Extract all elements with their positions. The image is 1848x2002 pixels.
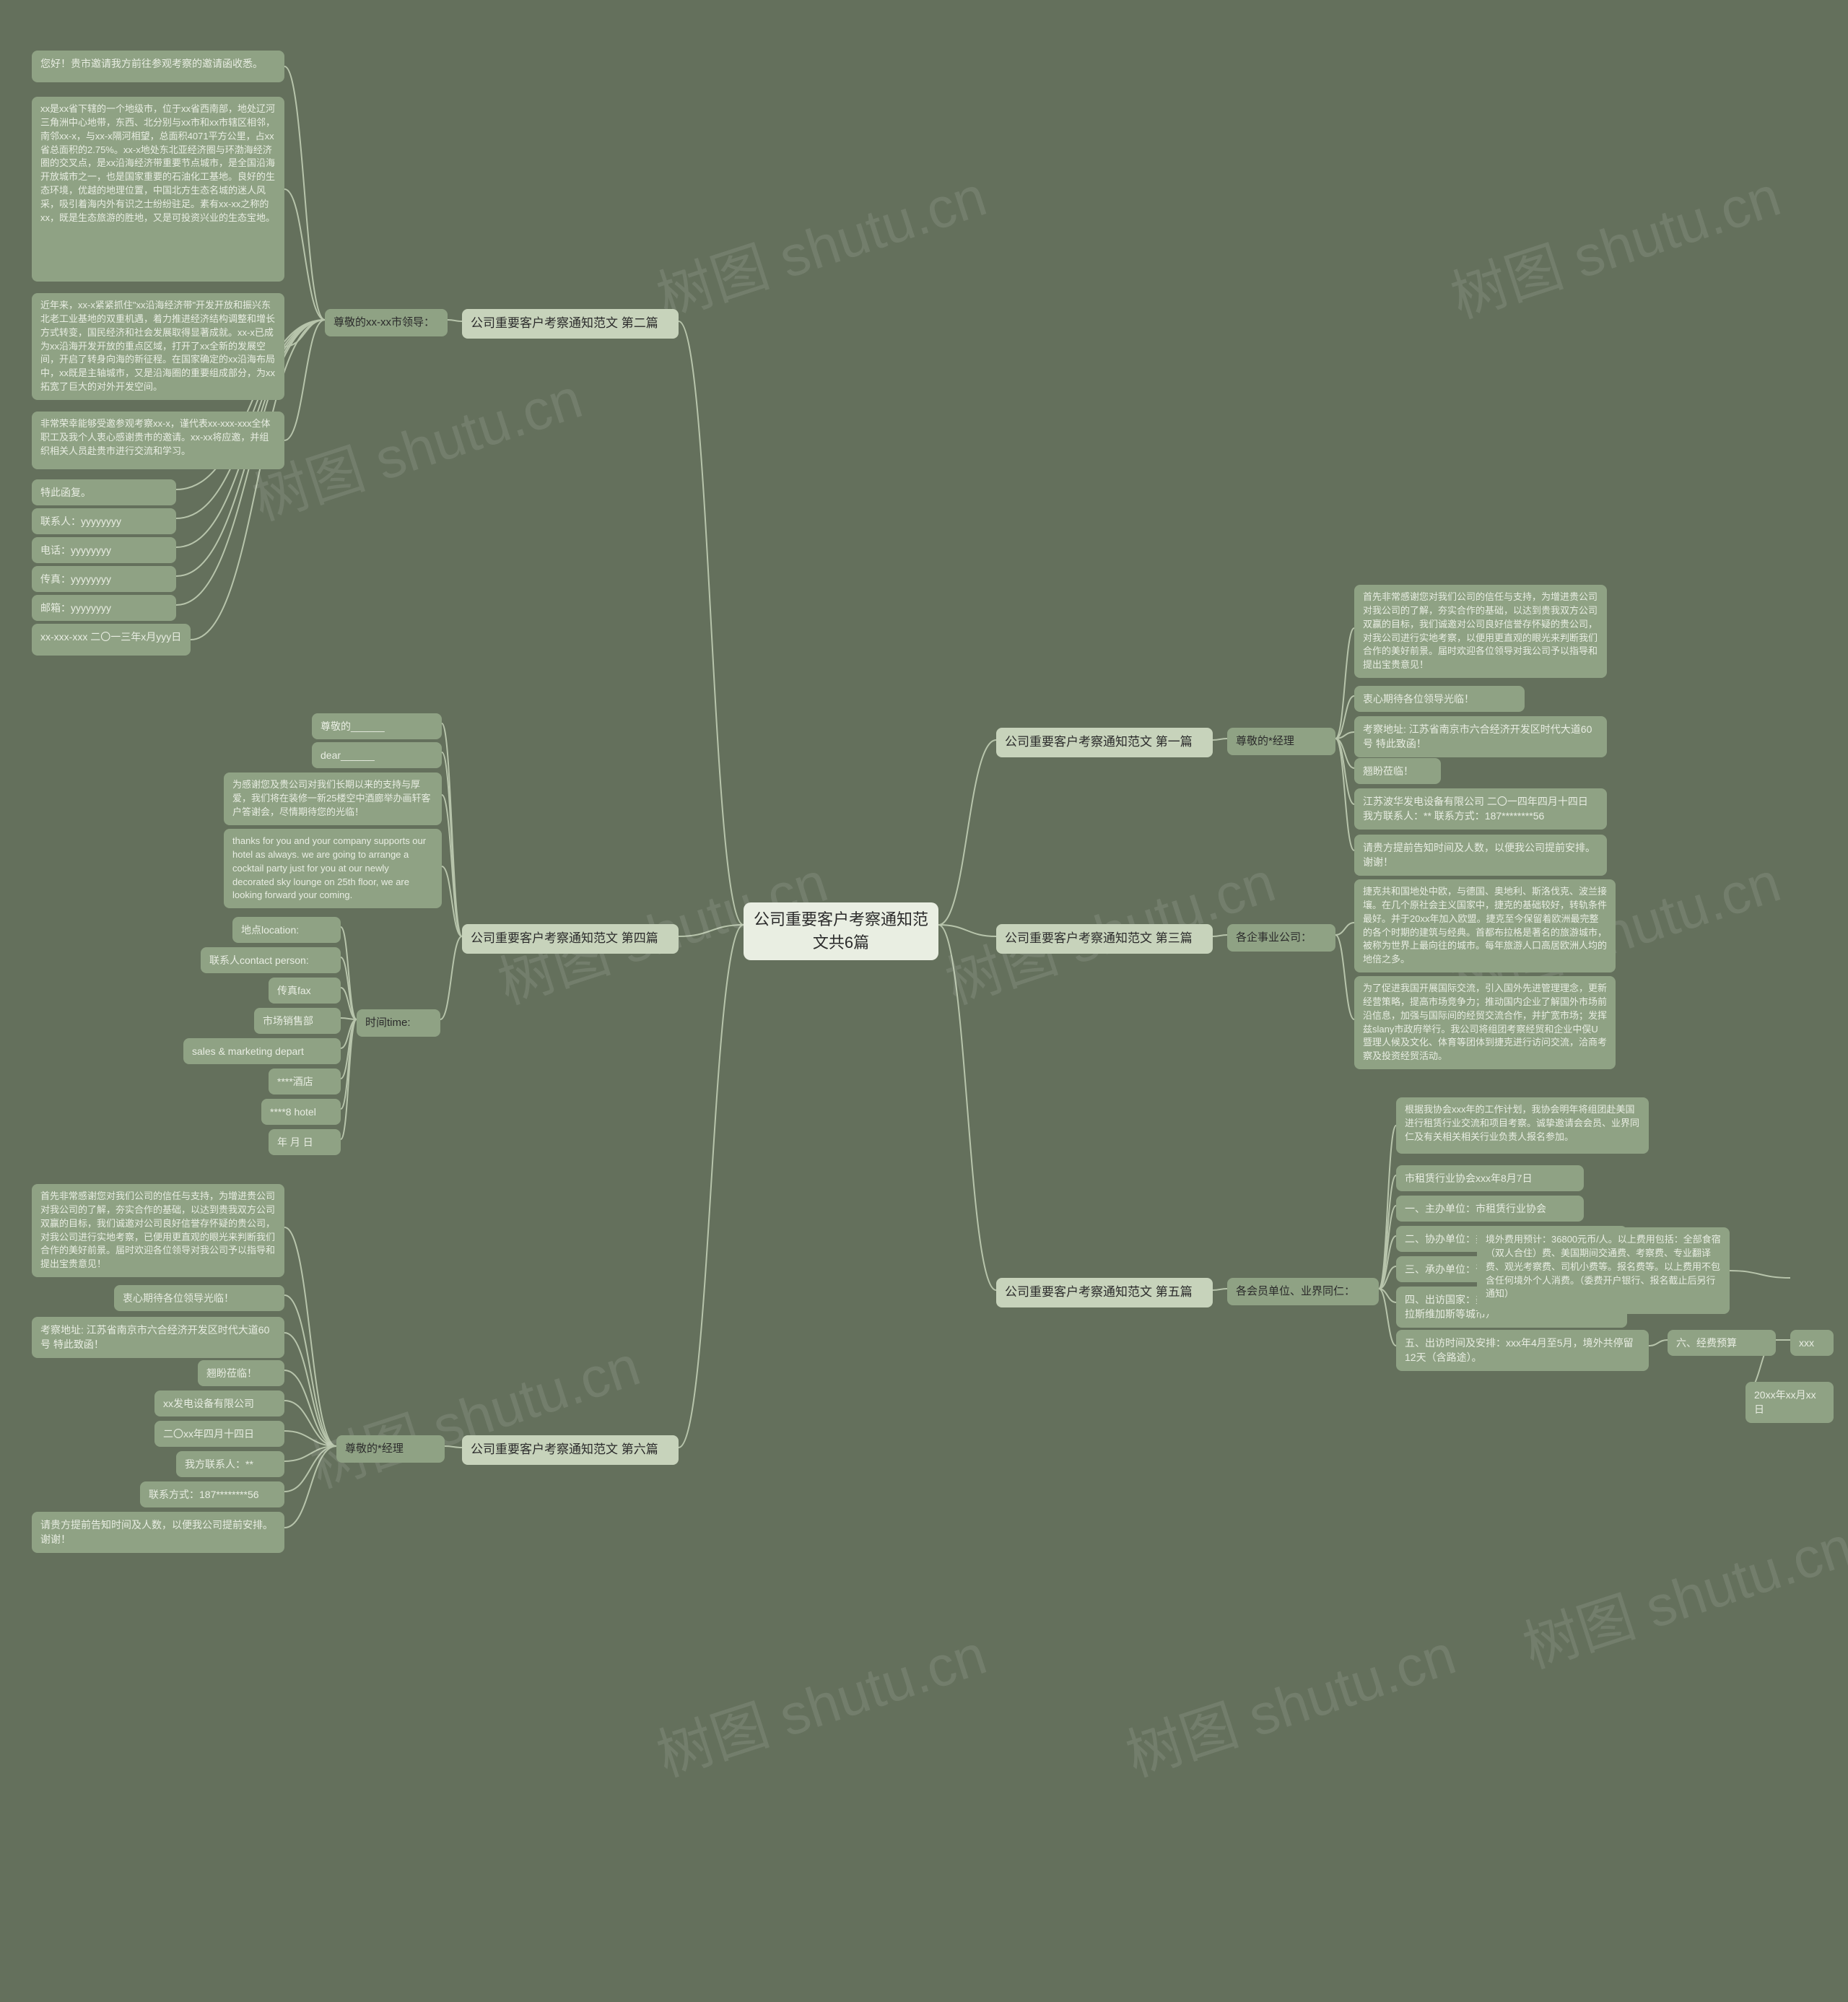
b2l7: 电话：yyyyyyyy <box>32 537 176 563</box>
b6l4: 翘盼莅临！ <box>198 1360 284 1386</box>
root-node: 公司重要客户考察通知范文共6篇 <box>744 902 938 960</box>
b4l2: dear______ <box>312 742 442 768</box>
b2l4: 非常荣幸能够受邀参观考察xx-x，谨代表xx-xxx-xxx全体职工及我个人衷心… <box>32 412 284 469</box>
b4l5h: 年 月 日 <box>269 1129 341 1155</box>
watermark: 树图 shutu.cn <box>241 354 590 536</box>
watermark: 树图 shutu.cn <box>645 152 995 334</box>
watermark: 树图 shutu.cn <box>299 1321 648 1504</box>
b1l4: 翘盼莅临！ <box>1354 758 1441 784</box>
b5: 公司重要客户考察通知范文 第五篇 <box>996 1278 1213 1307</box>
b3s1: 各企事业公司： <box>1227 924 1335 952</box>
b3l1: 捷克共和国地处中欧，与德国、奥地利、斯洛伐克、波兰接壤。在几个原社会主义国家中，… <box>1354 879 1616 972</box>
b2l9: 邮箱：yyyyyyyy <box>32 595 176 621</box>
b5l3: 一、主办单位：市租赁行业协会 <box>1396 1196 1584 1222</box>
watermark: 树图 shutu.cn <box>645 1610 995 1793</box>
b1l2: 衷心期待各位领导光临！ <box>1354 686 1525 712</box>
b4l4: thanks for you and your company supports… <box>224 829 442 908</box>
b4l5f: ****酒店 <box>269 1069 341 1094</box>
b4l5e: sales & marketing depart <box>183 1038 341 1064</box>
b2l3: 近年来，xx-x紧紧抓住"xx沿海经济带"开发开放和振兴东北老工业基地的双重机遇… <box>32 293 284 400</box>
b5l7: 五、出访时间及安排：xxx年4月至5月，境外共停留12天（含路途）。 <box>1396 1330 1649 1371</box>
b6s1: 尊敬的*经理 <box>336 1435 445 1463</box>
b4: 公司重要客户考察通知范文 第四篇 <box>462 924 679 954</box>
b6l5: xx发电设备有限公司 <box>154 1390 284 1416</box>
b4l5b: 联系人contact person: <box>201 947 341 973</box>
b4l3: 为感谢您及贵公司对我们长期以来的支持与厚爱，我们将在装修一新25楼空中酒廊举办画… <box>224 772 442 825</box>
b6: 公司重要客户考察通知范文 第六篇 <box>462 1435 679 1465</box>
b2l10: xx-xxx-xxx 二〇一三年x月yyy日 <box>32 624 191 656</box>
watermark: 树图 shutu.cn <box>1439 152 1789 334</box>
b1s1: 尊敬的*经理 <box>1227 728 1335 755</box>
b5l7a3: 20xx年xx月xx日 <box>1745 1382 1834 1423</box>
b2s1: 尊敬的xx-xx市领导： <box>325 309 448 336</box>
b5l1: 根据我协会xxx年的工作计划，我协会明年将组团赴美国进行租赁行业交流和项目考察。… <box>1396 1097 1649 1154</box>
b4l1: 尊敬的______ <box>312 713 442 739</box>
b6l9: 请贵方提前告知时间及人数，以便我公司提前安排。谢谢！ <box>32 1512 284 1553</box>
b5l7a1: 境外费用预计：36800元币/人。以上费用包括：全部食宿（双人合住）费、美国期间… <box>1477 1227 1730 1314</box>
watermark: 树图 shutu.cn <box>1115 1610 1464 1793</box>
b5s1: 各会员单位、业界同仁： <box>1227 1278 1379 1305</box>
b5l2: 市租赁行业协会xxx年8月7日 <box>1396 1165 1584 1191</box>
b5l7a2: xxx <box>1790 1330 1834 1356</box>
b4l5a: 地点location: <box>232 917 341 943</box>
b1l1: 首先非常感谢您对我们公司的信任与支持，为增进贵公司对我公司的了解，夯实合作的基础… <box>1354 585 1607 678</box>
watermark: 树图 shutu.cn <box>1512 1502 1848 1684</box>
b6l3: 考察地址: 江苏省南京市六合经济开发区时代大道60号 特此致函！ <box>32 1317 284 1358</box>
b3l2: 为了促进我国开展国际交流，引入国外先进管理理念，更新经营策略，提高市场竞争力；推… <box>1354 976 1616 1069</box>
b1: 公司重要客户考察通知范文 第一篇 <box>996 728 1213 757</box>
b2l6: 联系人：yyyyyyyy <box>32 508 176 534</box>
b2l5: 特此函复。 <box>32 479 176 505</box>
b1l6: 请贵方提前告知时间及人数，以便我公司提前安排。谢谢！ <box>1354 835 1607 876</box>
b4s5: 时间time: <box>357 1009 440 1037</box>
b4l5c: 传真fax <box>269 978 341 1004</box>
b2l8: 传真：yyyyyyyy <box>32 566 176 592</box>
b6l2: 衷心期待各位领导光临！ <box>114 1285 284 1311</box>
b6l7: 我方联系人：** <box>176 1451 284 1477</box>
b2: 公司重要客户考察通知范文 第二篇 <box>462 309 679 339</box>
b4l5d: 市场销售部 <box>254 1008 341 1034</box>
b6l8: 联系方式：187********56 <box>140 1481 284 1507</box>
b2l1: 您好！贵市邀请我方前往参观考察的邀请函收悉。 <box>32 51 284 82</box>
b5l7a: 六、经费预算 <box>1668 1330 1776 1356</box>
b2l2: xx是xx省下辖的一个地级市，位于xx省西南部，地处辽河三角洲中心地带，东西、北… <box>32 97 284 282</box>
b6l6: 二〇xx年四月十四日 <box>154 1421 284 1447</box>
b1l3: 考察地址: 江苏省南京市六合经济开发区时代大道60号 特此致函！ <box>1354 716 1607 757</box>
b6l1: 首先非常感谢您对我们公司的信任与支持，为增进贵公司对我公司的了解，夯实合作的基础… <box>32 1184 284 1277</box>
b1l5: 江苏波华发电设备有限公司 二〇一四年四月十四日 我方联系人：** 联系方式：18… <box>1354 788 1607 830</box>
b4l5g: ****8 hotel <box>261 1099 341 1125</box>
b3: 公司重要客户考察通知范文 第三篇 <box>996 924 1213 954</box>
